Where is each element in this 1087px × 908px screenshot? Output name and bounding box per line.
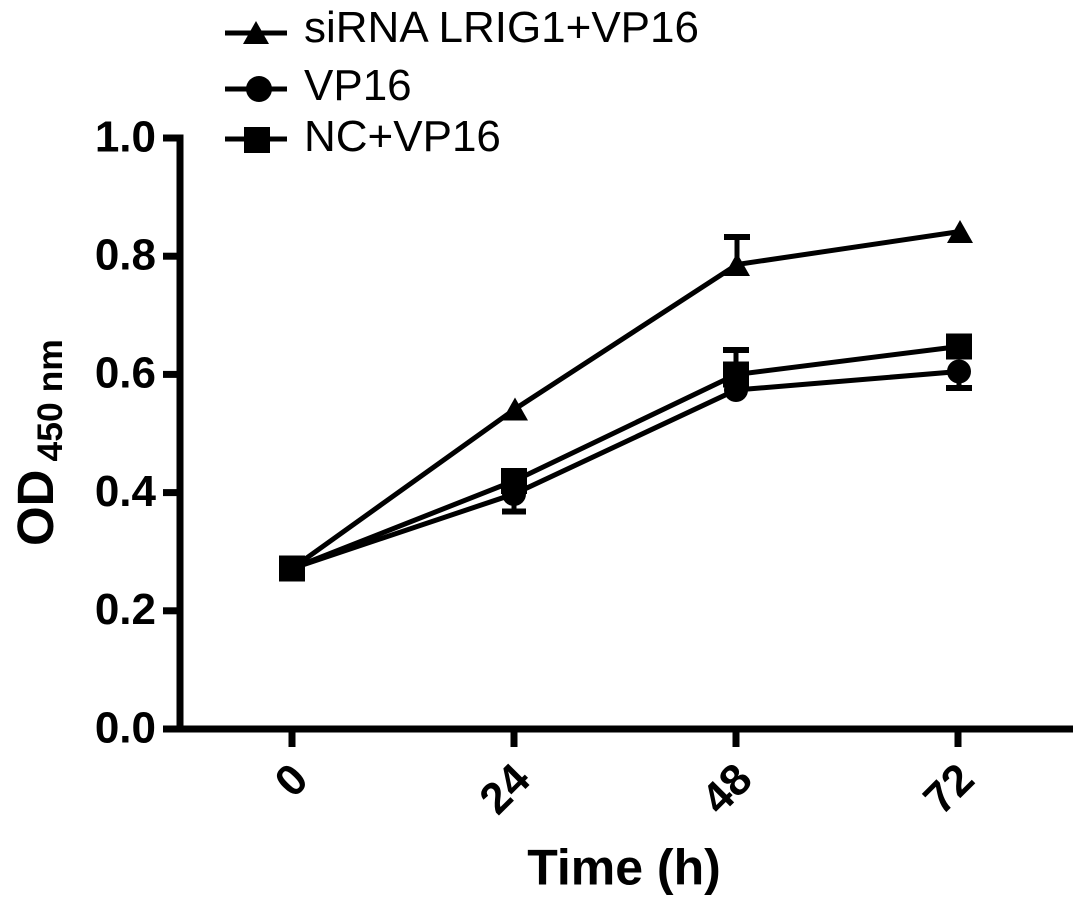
svg-text:0.0: 0.0 (95, 703, 156, 752)
svg-text:1.0: 1.0 (95, 112, 156, 161)
svg-text:Time (h): Time (h) (527, 840, 721, 896)
svg-text:0.4: 0.4 (95, 467, 157, 516)
svg-text:0.6: 0.6 (95, 349, 156, 398)
svg-text:0.2: 0.2 (95, 585, 156, 634)
svg-text:0.8: 0.8 (95, 231, 156, 280)
svg-text:siRNA LRIG1+VP16: siRNA LRIG1+VP16 (304, 3, 699, 52)
svg-text:NC+VP16: NC+VP16 (304, 112, 501, 161)
svg-text:VP16: VP16 (304, 61, 412, 110)
